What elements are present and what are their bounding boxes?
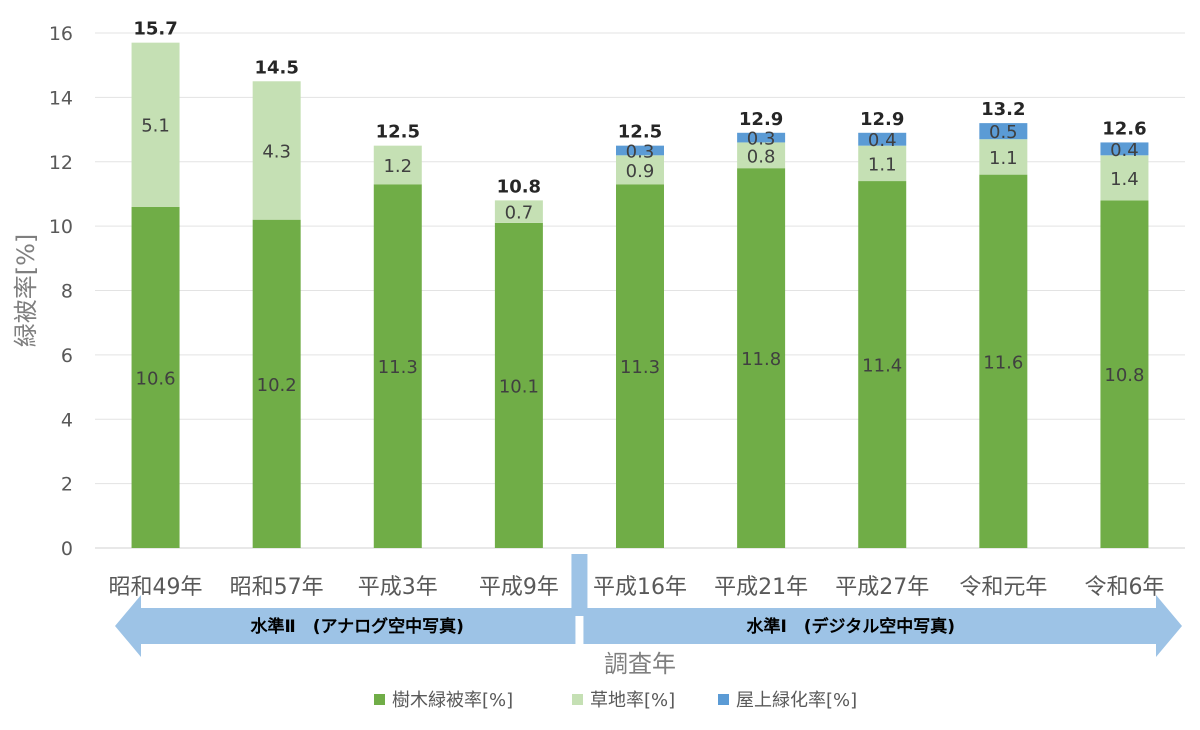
bar-segment (737, 132, 786, 143)
data-label: 0.3 (626, 141, 655, 162)
total-label: 10.8 (497, 176, 541, 197)
bar-segment (494, 200, 543, 223)
legend-swatch (572, 694, 583, 705)
legend: 樹木緑被率[%] 草地率[%] 屋上緑化率[%] (374, 690, 857, 711)
x-tick-label: 昭和57年 (230, 575, 324, 600)
legend-label: 樹木緑被率[%] (392, 690, 513, 711)
bar-segment (494, 222, 543, 548)
bar-segment (979, 139, 1028, 175)
y-tick-label: 12 (49, 152, 73, 174)
data-label: 11.6 (983, 352, 1023, 373)
x-tick-label: 令和6年 (1084, 575, 1164, 600)
x-tick-label: 令和元年 (959, 575, 1047, 600)
legend-swatch (718, 694, 729, 705)
data-label: 11.3 (620, 357, 660, 378)
x-tick-label: 平成3年 (358, 575, 438, 600)
x-tick-label: 平成9年 (479, 575, 559, 600)
x-tick-label: 平成16年 (593, 575, 687, 600)
data-label: 1.1 (868, 154, 897, 175)
x-tick-label: 平成27年 (835, 575, 929, 600)
bar-segment (616, 145, 664, 156)
total-label: 12.5 (618, 122, 662, 143)
data-label: 0.4 (1110, 140, 1139, 161)
legend-label: 草地率[%] (590, 690, 675, 711)
bar-segment (979, 123, 1028, 140)
x-tick-labels: 昭和49年 昭和57年 平成3年 平成9年 平成16年 平成21年 平成27年 令和元年 令和6… (109, 575, 1165, 600)
bar-segment (131, 206, 180, 548)
bar-segment (737, 168, 786, 548)
x-axis-title: 調査年 (604, 650, 676, 678)
bar-segment (616, 155, 664, 185)
y-tick-label: 2 (61, 474, 73, 496)
data-label: 0.3 (747, 129, 776, 150)
bar-segment (373, 145, 422, 185)
total-label: 13.2 (981, 99, 1025, 120)
data-label: 11.3 (378, 357, 418, 378)
y-tick-label: 14 (49, 87, 73, 109)
bar-segment (616, 184, 664, 548)
legend-label: 屋上緑化率[%] (736, 690, 857, 711)
total-label: 12.6 (1102, 118, 1146, 139)
bar-segment (1100, 200, 1149, 548)
data-label: 1.4 (1110, 169, 1139, 190)
bar-segment (858, 181, 907, 548)
total-label: 14.5 (254, 57, 298, 78)
level-bands: 水準Ⅱ (アナログ空中写真) 水準Ⅰ (デジタル空中写真) (115, 554, 1182, 657)
bar-segment (373, 184, 422, 548)
bar-segment (737, 142, 786, 169)
data-label: 0.8 (747, 146, 776, 167)
segment-labels: 10.65.110.24.311.31.210.10.711.30.90.311… (136, 116, 1145, 398)
data-label: 1.1 (989, 148, 1018, 169)
data-label: 0.5 (989, 122, 1018, 143)
bars (131, 42, 1149, 548)
x-tick-label: 昭和49年 (109, 575, 203, 600)
bar-segment (979, 174, 1028, 548)
bar-segment (131, 42, 180, 207)
band-arrow (583, 595, 1182, 657)
total-label: 12.9 (860, 109, 904, 130)
bar-segment (858, 145, 907, 182)
data-label: 10.2 (257, 375, 297, 396)
data-label: 5.1 (141, 116, 170, 137)
data-label: 10.1 (499, 376, 539, 397)
y-tick-label: 4 (61, 409, 73, 431)
total-label: 12.5 (376, 122, 420, 143)
data-label: 0.7 (505, 203, 534, 224)
band-arrow (115, 595, 576, 657)
legend-swatch (374, 694, 385, 705)
band-separator (571, 554, 588, 616)
band-label: 水準Ⅱ (アナログ空中写真) (251, 616, 464, 637)
total-label: 15.7 (133, 19, 177, 40)
data-label: 0.9 (626, 161, 655, 182)
y-tick-label: 16 (49, 23, 73, 45)
y-tick-label: 6 (61, 345, 73, 367)
y-tick-labels: 0 2 4 6 8 10 12 14 16 (49, 23, 73, 560)
y-tick-label: 10 (49, 216, 73, 238)
data-label: 11.8 (741, 349, 781, 370)
bar-segment (1100, 142, 1149, 156)
y-tick-label: 0 (61, 538, 73, 560)
bar-segment (252, 81, 301, 220)
bar-segment (1100, 155, 1149, 201)
data-label: 4.3 (262, 141, 291, 162)
data-label: 0.4 (868, 130, 897, 151)
data-label: 10.8 (1104, 365, 1144, 386)
data-label: 10.6 (136, 368, 176, 389)
y-tick-label: 8 (61, 281, 73, 303)
bar-segment (252, 219, 301, 548)
y-axis-title: 緑被率[%] (12, 234, 40, 348)
data-label: 1.2 (383, 156, 412, 177)
x-tick-label: 平成21年 (714, 575, 808, 600)
total-labels: 15.7 14.5 12.5 10.8 12.5 12.9 12.9 13.2 12.6 (133, 19, 1146, 198)
band-label: 水準Ⅰ (デジタル空中写真) (746, 616, 955, 637)
bar-segment (858, 132, 907, 146)
data-label: 11.4 (862, 356, 902, 377)
total-label: 12.9 (739, 109, 783, 130)
